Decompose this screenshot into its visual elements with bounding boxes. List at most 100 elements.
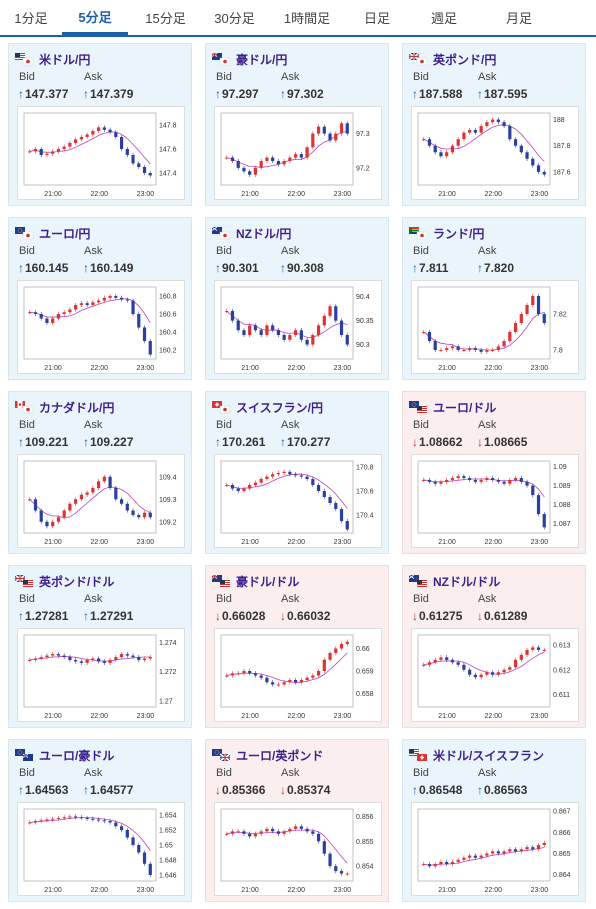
card-title[interactable]: 米ドル/スイスフラン (409, 747, 544, 764)
card-title[interactable]: カナダドル/円 (15, 399, 114, 416)
card-title[interactable]: ユーロ/豪ドル (15, 747, 114, 764)
pair-name: 豪ドル/ドル (236, 575, 300, 589)
currency-card[interactable]: 豪ドル/円 Bid Ask ↑97.297 ↑97.302 97.3 97.2 21:00 22… (205, 43, 389, 206)
currency-card[interactable]: 英ポンド/ドル Bid Ask ↑1.27281 ↑1.27291 1.274 1.272 1… (8, 565, 192, 728)
tab-7[interactable]: 週足 (430, 11, 457, 26)
currency-card[interactable]: ランド/円 Bid Ask ↑7.811 ↑7.820 7.82 7.8 21:00 22:00… (402, 217, 586, 380)
card-title[interactable]: ユーロ/円 (15, 225, 90, 242)
card-title[interactable]: ユーロ/ドル (409, 399, 496, 416)
currency-card[interactable]: ユーロ/円 Bid Ask ↑160.145 ↑160.149 160.8 160.6 160… (8, 217, 192, 380)
card-title[interactable]: 豪ドル/ドル (211, 573, 300, 590)
card-title[interactable]: NZドル/円 (211, 225, 291, 242)
candle-body (536, 165, 541, 172)
candle-body (28, 659, 32, 661)
card-title[interactable]: ユーロ/英ポンド (212, 747, 323, 764)
card-title[interactable]: 米ドル/円 (15, 51, 90, 68)
y-tick-label: 97.2 (356, 165, 370, 172)
card-title[interactable]: 英ポンド/ドル (14, 573, 114, 590)
ask-value: ↓0.61289 (477, 609, 527, 623)
pair-name: 米ドル/スイスフラン (433, 749, 544, 763)
card-title[interactable]: スイスフラン/円 (212, 399, 323, 416)
currency-card[interactable]: 豪ドル/ドル Bid Ask ↓0.66028 ↓0.66032 0.66 0.659 0.6… (205, 565, 389, 728)
mini-chart[interactable]: 0.613 0.612 0.611 21:00 22:00 23:00 (411, 628, 579, 722)
candle-body (282, 335, 286, 340)
currency-card[interactable]: NZドル/円 Bid Ask ↑90.301 ↑90.308 90.4 90.35 90.3 2… (205, 217, 389, 380)
tab-2[interactable]: 5分足 (62, 0, 128, 35)
currency-card[interactable]: カナダドル/円 Bid Ask ↑109.221 ↑109.227 109.4 109.3 1… (8, 391, 192, 554)
mini-chart[interactable]: 90.4 90.35 90.3 21:00 22:00 23:00 (214, 280, 382, 374)
down-arrow-icon: ↓ (280, 609, 286, 623)
candle-body (225, 675, 229, 677)
bid-label: Bid (413, 245, 429, 257)
y-tick-label: 147.8 (159, 123, 177, 130)
mini-chart[interactable]: 0.66 0.659 0.658 21:00 22:00 23:00 (214, 628, 382, 722)
card-title[interactable]: 英ポンド/円 (408, 51, 496, 68)
currency-card[interactable]: 米ドル/円 Bid Ask ↑147.377 ↑147.379 147.8 147.6 147… (8, 43, 192, 206)
card-title[interactable]: 豪ドル/円 (211, 51, 287, 68)
candlestick-chart: 109.4 109.3 109.2 21:00 22:00 23:00 (23, 460, 177, 546)
mini-chart[interactable]: 147.8 147.6 147.4 21:00 22:00 23:00 (17, 106, 185, 200)
ask-label: Ask (84, 767, 103, 779)
currency-card[interactable]: ユーロ/英ポンド Bid Ask ↓0.85366 ↓0.85374 0.856 0.855… (205, 739, 389, 902)
candle-body (119, 654, 124, 658)
candle-body (433, 341, 437, 350)
ask-value: ↓0.85374 (280, 783, 330, 797)
candle-body (513, 323, 518, 332)
mini-chart[interactable]: 160.8 160.6 160.4 160.2 21:00 22:00 23:00 (17, 280, 185, 374)
mini-chart[interactable]: 1.09 1.089 1.088 1.087 21:00 22:00 23:00 (411, 454, 579, 548)
mini-chart[interactable]: 109.4 109.3 109.2 21:00 22:00 23:00 (17, 454, 185, 548)
candle-body (33, 821, 38, 823)
currency-card[interactable]: NZドル/ドル Bid Ask ↓0.61275 ↓0.61289 0.613 0.612 0… (402, 565, 586, 728)
down-arrow-icon: ↓ (477, 435, 483, 449)
candle-body (282, 161, 286, 165)
currency-card[interactable]: 英ポンド/円 Bid Ask ↑187.588 ↑187.595 188 187.8 187.… (402, 43, 586, 206)
tab-6[interactable]: 日足 (363, 11, 390, 26)
candle-body (97, 481, 101, 488)
mini-chart[interactable]: 170.8 170.6 170.4 21:00 22:00 23:00 (214, 454, 382, 548)
candle-body (513, 659, 518, 668)
currency-card[interactable]: ユーロ/ドル Bid Ask ↓1.08662 ↓1.08665 1.09 1.089 1.0… (402, 391, 586, 554)
candle-body (305, 828, 309, 832)
tab-8[interactable]: 月足 (505, 11, 532, 26)
currency-card[interactable]: ユーロ/豪ドル Bid Ask ↑1.64563 ↑1.64577 1.654 1.652 1… (8, 739, 192, 902)
candle-body (282, 471, 286, 473)
mini-chart[interactable]: 0.867 0.866 0.865 0.864 21:00 22:00 23:00 (411, 802, 579, 896)
card-title[interactable]: NZドル/ドル (408, 573, 500, 590)
candle-body (345, 521, 349, 530)
za-jp-flag-icon (409, 227, 428, 240)
currency-card[interactable]: 米ドル/スイスフラン Bid Ask ↑0.86548 ↑0.86563 0.867 0.8… (402, 739, 586, 902)
candle-body (271, 157, 275, 161)
mini-chart[interactable]: 188 187.8 187.6 21:00 22:00 23:00 (411, 106, 579, 200)
mini-chart[interactable]: 1.274 1.272 1.27 21:00 22:00 23:00 (17, 628, 185, 722)
candle-body (230, 831, 235, 834)
candle-body (45, 655, 49, 658)
candle-body (496, 346, 500, 350)
card-title[interactable]: ランド/円 (409, 225, 484, 242)
candle-body (334, 133, 338, 141)
candle-body (508, 332, 512, 341)
x-tick-label: 22:00 (287, 887, 305, 894)
bid-value: ↓0.85366 (215, 783, 265, 797)
mini-chart[interactable]: 0.856 0.855 0.854 21:00 22:00 23:00 (214, 802, 382, 896)
mini-chart[interactable]: 1.654 1.652 1.65 1.648 1.646 21:00 22:00 23:00 (17, 802, 185, 896)
candle-body (276, 831, 280, 834)
mini-chart[interactable]: 97.3 97.2 21:00 22:00 23:00 (214, 106, 382, 200)
candle-body (502, 122, 506, 127)
up-arrow-icon: ↑ (18, 783, 24, 797)
currency-card[interactable]: スイスフラン/円 Bid Ask ↑170.261 ↑170.277 170.8 170.6… (205, 391, 389, 554)
candle-body (230, 157, 235, 161)
candle-body (248, 485, 252, 489)
tab-1[interactable]: 1分足 (14, 11, 48, 26)
candlestick-chart: 0.66 0.659 0.658 21:00 22:00 23:00 (220, 634, 374, 720)
x-tick-label: 23:00 (137, 713, 155, 720)
candle-body (433, 864, 437, 867)
mini-chart[interactable]: 7.82 7.8 21:00 22:00 23:00 (411, 280, 579, 374)
candle-body (316, 126, 321, 134)
tab-3[interactable]: 15分足 (145, 11, 186, 26)
candle-body (79, 661, 83, 663)
ask-label: Ask (281, 419, 300, 431)
x-tick-label: 23:00 (137, 191, 155, 198)
tab-5[interactable]: 1時間足 (283, 11, 331, 26)
tab-4[interactable]: 30分足 (214, 11, 255, 26)
candlestick-chart: 0.867 0.866 0.865 0.864 21:00 22:00 23:00 (417, 809, 571, 894)
